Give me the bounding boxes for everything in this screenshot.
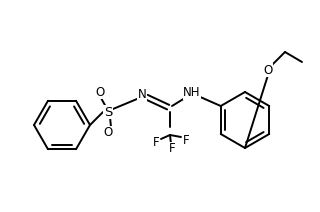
Text: NH: NH xyxy=(183,86,201,99)
Text: O: O xyxy=(95,85,105,99)
Text: F: F xyxy=(183,134,189,146)
Text: F: F xyxy=(169,142,175,155)
Text: F: F xyxy=(153,137,159,149)
Text: N: N xyxy=(138,88,146,102)
Text: O: O xyxy=(103,127,113,139)
Text: S: S xyxy=(104,106,112,119)
Text: O: O xyxy=(263,64,273,77)
